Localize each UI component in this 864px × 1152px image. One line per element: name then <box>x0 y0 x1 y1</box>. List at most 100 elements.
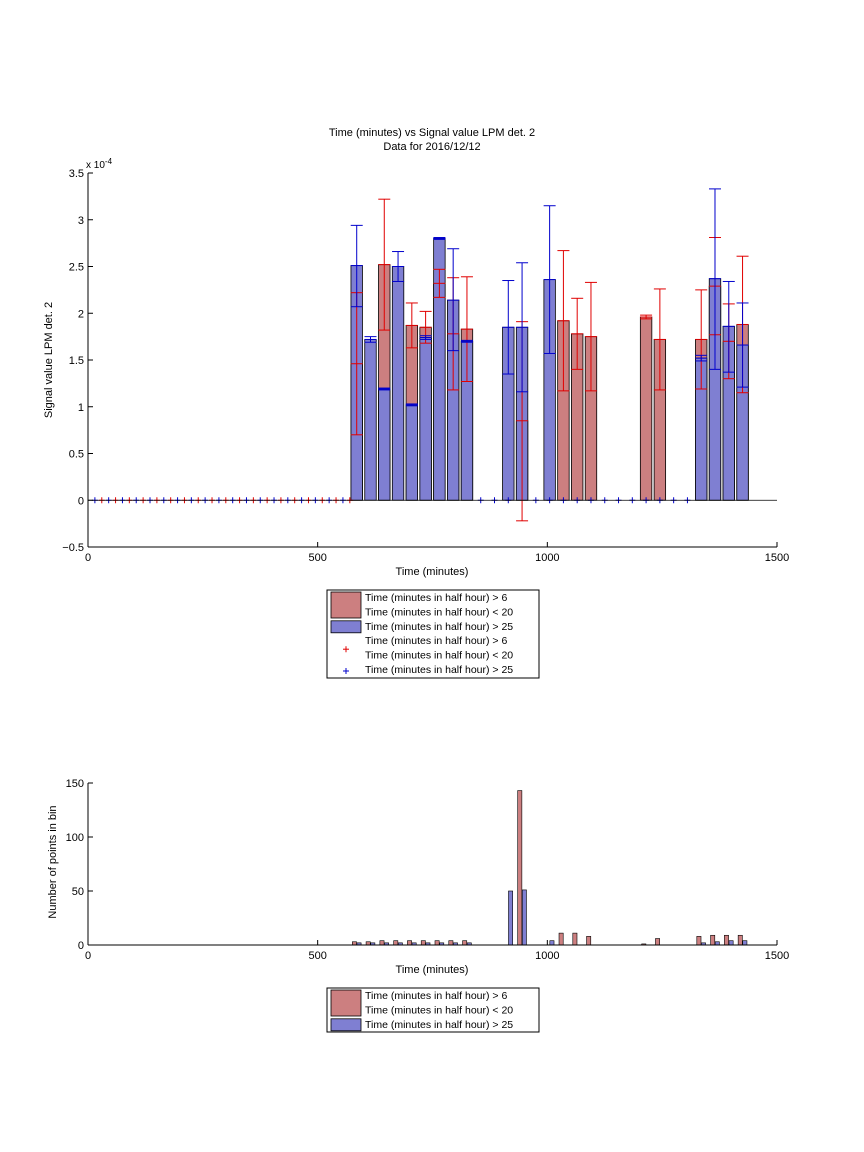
error-bar-red <box>640 314 653 320</box>
y-tick-label: 0 <box>78 940 84 952</box>
error-bar-blue <box>350 224 363 308</box>
count-bar-red <box>393 940 399 946</box>
legend-patch-red <box>330 591 362 619</box>
count-bar-red <box>710 934 716 946</box>
legend-label: Time (minutes in half hour) > 25 <box>365 1019 513 1031</box>
error-bar-red <box>378 198 391 331</box>
y-tick-label: 0 <box>78 495 84 507</box>
legend-label: Time (minutes in half hour) < 20 <box>365 606 513 618</box>
count-bar-red <box>696 936 702 946</box>
error-bar-red <box>584 281 597 392</box>
x-tick-label: 1000 <box>535 552 559 564</box>
y-exponent-label: x 10-4 <box>86 157 113 171</box>
chart-title-line2: Data for 2016/12/12 <box>383 141 480 153</box>
chart-title-line1: Time (minutes) vs Signal value LPM det. … <box>329 127 535 139</box>
y-exponent-power: -4 <box>105 157 113 166</box>
x-tick-label: 500 <box>308 552 326 564</box>
y-tick-label: −0.5 <box>62 542 84 554</box>
legend-label: Time (minutes in half hour) > 25 <box>365 664 513 676</box>
count-bar-red <box>379 940 385 946</box>
error-bar-red <box>460 276 473 383</box>
count-bars <box>352 790 748 946</box>
x-tick-label: 500 <box>308 950 326 962</box>
count-bar-red <box>737 934 743 946</box>
y-tick-label: 1.5 <box>69 355 84 367</box>
y-tick-label: 3.5 <box>69 168 84 180</box>
error-bar-blue <box>364 336 377 343</box>
count-bar-red <box>558 932 564 946</box>
error-bar-blue <box>695 354 708 362</box>
y-axis-label: Signal value LPM det. 2 <box>43 302 55 418</box>
error-bar-red <box>653 288 666 391</box>
legend-label: Time (minutes in half hour) > 6 <box>365 990 507 1002</box>
count-bar-blue <box>549 940 555 946</box>
y-tick-label: 50 <box>72 886 84 898</box>
count-bar-red <box>420 940 426 946</box>
error-bar-red <box>433 268 446 298</box>
count-bar-red <box>407 940 412 946</box>
bar-red <box>639 316 653 501</box>
y-tick-label: 1 <box>78 402 84 414</box>
error-bar-blue <box>708 188 721 370</box>
count-bar-red <box>724 934 729 946</box>
x-tick-label: 1000 <box>535 950 559 962</box>
x-tick-label: 1500 <box>765 552 789 564</box>
error-bar-blue <box>516 262 529 393</box>
bar-blue <box>378 388 391 501</box>
count-bar-blue <box>742 940 748 946</box>
error-bar-red <box>571 297 584 370</box>
x-tick-label: 1500 <box>765 950 789 962</box>
legend-label: Time (minutes in half hour) > 6 <box>365 635 507 647</box>
y-exponent-base: x 10 <box>86 160 105 171</box>
y-axis-label: Number of points in bin <box>47 805 59 918</box>
bar-blue <box>419 337 432 501</box>
legend-box <box>326 987 540 1033</box>
bar-blue <box>391 266 405 501</box>
count-bar-red <box>434 940 440 946</box>
error-bar-blue <box>502 280 515 375</box>
y-tick-label: 3 <box>78 215 84 227</box>
error-bar-blue <box>543 205 556 354</box>
error-bar-red <box>695 289 708 390</box>
error-bar-blue <box>722 280 735 373</box>
count-bar-blue <box>508 890 513 946</box>
error-bars <box>350 188 749 522</box>
y-tick-label: 2 <box>78 308 84 320</box>
legend-box <box>326 589 540 679</box>
signal-chart: Time (minutes) vs Signal value LPM det. … <box>43 127 789 679</box>
error-bar-blue <box>736 302 749 388</box>
signal-axes: −0.500.511.522.533.50 500 1000 1500 <box>62 168 789 564</box>
y-tick-label: 150 <box>66 778 84 790</box>
y-tick-label: 100 <box>66 832 84 844</box>
error-bar-red <box>557 250 570 392</box>
x-tick-label: 0 <box>85 552 91 564</box>
count-bar-red <box>517 790 523 946</box>
legend-label: Time (minutes in half hour) < 20 <box>365 1004 513 1016</box>
x-axis-label: Time (minutes) <box>396 964 469 976</box>
count-bar-red <box>462 940 468 946</box>
count-bar-blue <box>728 940 734 946</box>
legend-label: Time (minutes in half hour) < 20 <box>365 650 513 662</box>
count-bar-red <box>586 936 592 946</box>
error-bar-blue <box>419 335 432 340</box>
x-axis-label: Time (minutes) <box>396 566 469 578</box>
count-bar-blue <box>521 889 527 946</box>
x-tick-label: 0 <box>85 950 91 962</box>
error-bar-blue <box>433 237 446 240</box>
count-legend: Time (minutes in half hour) > 6 Time (min… <box>326 987 540 1033</box>
y-tick-label: 2.5 <box>69 262 84 274</box>
legend-patch-blue <box>330 1018 362 1032</box>
legend-label: Time (minutes in half hour) > 25 <box>365 621 513 633</box>
count-bar-red <box>655 938 660 946</box>
legend-patch-red <box>330 989 362 1017</box>
count-bar-red <box>572 932 578 946</box>
error-bar-blue <box>392 251 405 282</box>
count-bar-red <box>448 940 454 946</box>
y-tick-label: 0.5 <box>69 449 84 461</box>
legend-patch-blue <box>330 620 362 634</box>
bar-blue <box>405 404 418 501</box>
error-bar-blue <box>378 387 391 391</box>
